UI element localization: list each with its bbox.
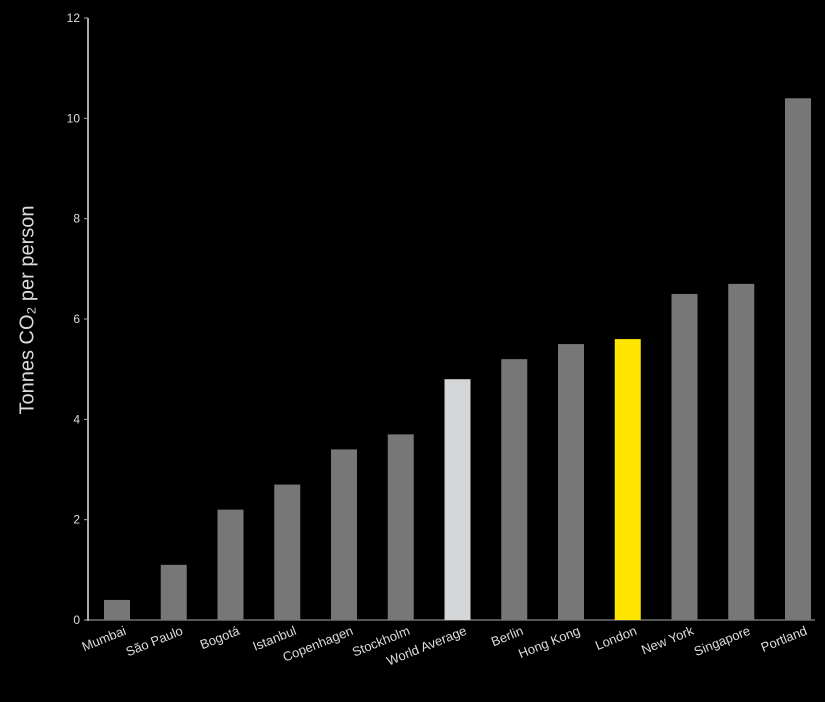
category-label: London xyxy=(593,623,639,653)
bar xyxy=(444,379,471,620)
y-tick-label: 10 xyxy=(67,111,81,125)
y-tick-label: 12 xyxy=(67,11,81,25)
bar xyxy=(217,509,244,620)
bar xyxy=(614,339,641,620)
category-label: Portland xyxy=(759,623,810,655)
bar xyxy=(104,599,130,620)
category-label: Hong Kong xyxy=(516,623,582,661)
y-tick-label: 4 xyxy=(73,412,80,426)
y-tick-label: 8 xyxy=(73,212,80,226)
category-label: Mumbai xyxy=(80,623,129,654)
category-label: São Paulo xyxy=(124,623,185,659)
bar xyxy=(331,449,357,620)
y-tick-label: 6 xyxy=(73,312,80,326)
category-label: New York xyxy=(639,623,696,658)
bar xyxy=(501,359,528,620)
y-tick-label: 2 xyxy=(73,513,80,527)
bar xyxy=(785,98,811,621)
bar xyxy=(728,283,755,620)
y-tick-label: 0 xyxy=(73,613,80,627)
bar xyxy=(274,484,301,620)
bar xyxy=(160,564,187,620)
category-label: Bogotá xyxy=(198,623,243,653)
bar xyxy=(671,293,698,620)
bar xyxy=(558,344,584,620)
bar xyxy=(387,434,414,620)
category-label: Singapore xyxy=(692,623,753,659)
